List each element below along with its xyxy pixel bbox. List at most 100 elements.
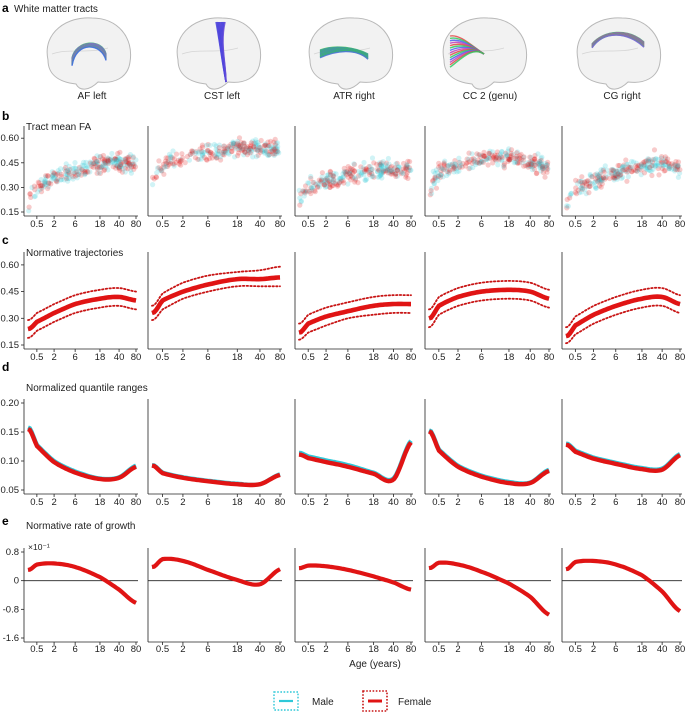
male-point (192, 150, 199, 156)
female-point (166, 162, 172, 168)
female-point (589, 174, 595, 180)
male-point (56, 170, 63, 176)
female-point (638, 167, 644, 173)
male-point (431, 180, 437, 186)
male-point (226, 151, 232, 157)
female-point (79, 167, 85, 173)
female-point (308, 185, 314, 191)
x-tick-label: 0.5 (30, 219, 43, 230)
male-point (660, 163, 666, 169)
male-point (535, 151, 541, 157)
female-point (579, 186, 586, 192)
male-point (610, 171, 616, 177)
male-point (616, 166, 623, 173)
male-point (537, 164, 543, 170)
female-point (564, 205, 570, 211)
female-point (394, 167, 400, 173)
male-point (54, 179, 61, 185)
male-point (330, 180, 336, 186)
female-median-line (565, 294, 681, 339)
male-point (273, 151, 279, 157)
male-point (457, 159, 463, 166)
male-point (545, 166, 551, 172)
female-point (45, 185, 51, 192)
male-point (274, 140, 281, 146)
female-point (545, 159, 551, 165)
male-point (121, 162, 127, 168)
female-point (192, 155, 198, 161)
male-point (675, 163, 681, 169)
male-point (230, 139, 236, 145)
male-point (594, 171, 600, 177)
male-point (613, 170, 619, 176)
female-point (355, 173, 362, 179)
female-point (503, 150, 509, 156)
lower-quantile-line (428, 297, 550, 329)
male-point (479, 153, 485, 159)
female-range-line (428, 429, 550, 487)
quantile-panel-1: 0.5 2 6 18 40 80 (147, 399, 285, 508)
female-point (576, 178, 582, 184)
male-point (109, 158, 116, 165)
male-point (263, 143, 269, 149)
female-point (494, 152, 500, 158)
female-point (655, 165, 661, 172)
male-point (94, 153, 100, 159)
female-point (178, 162, 184, 168)
x-tick-label: 80 (675, 219, 685, 230)
male-point (674, 164, 681, 170)
male-point (97, 154, 103, 160)
y-tick-label: 0.30 (1, 182, 20, 193)
male-point (364, 169, 371, 175)
male-point (324, 183, 330, 190)
x-tick-label: 40 (525, 497, 536, 508)
female-point (517, 153, 523, 159)
female-point (345, 174, 351, 180)
male-point (484, 156, 490, 163)
female-point (308, 175, 314, 181)
x-tick-label: 80 (275, 644, 286, 655)
male-point (623, 168, 629, 174)
male-point (377, 172, 383, 178)
female-growth-line (151, 556, 281, 587)
male-point (269, 148, 275, 154)
x-tick-label: 6 (479, 497, 484, 508)
male-point (530, 163, 536, 169)
female-point (441, 161, 447, 167)
female-point (241, 140, 247, 146)
female-point (617, 172, 623, 178)
male-point (478, 158, 484, 164)
male-point (495, 162, 501, 168)
female-point (532, 162, 538, 168)
female-point (662, 154, 669, 160)
female-point (394, 167, 400, 173)
female-point (378, 160, 385, 166)
male-point (540, 165, 546, 171)
female-point (529, 158, 535, 164)
female-point (635, 163, 641, 169)
female-point (334, 182, 340, 188)
male-point (43, 182, 49, 188)
male-point (255, 147, 261, 153)
male-point (477, 159, 483, 165)
male-growth-line (298, 563, 412, 592)
female-point (125, 155, 131, 161)
female-point (321, 182, 327, 188)
male-point (213, 154, 219, 160)
x-tick-label: 2 (180, 644, 185, 655)
male-point (73, 169, 79, 175)
male-point (200, 149, 206, 155)
fiber (449, 50, 485, 68)
male-point (122, 157, 128, 164)
male-point (113, 157, 120, 163)
female-point (496, 155, 502, 161)
female-point (469, 160, 475, 166)
male-point (67, 168, 73, 174)
female-point (661, 168, 667, 174)
female-point (340, 178, 346, 184)
female-point (660, 159, 666, 165)
x-tick-label: 0.5 (569, 352, 582, 363)
female-point (405, 158, 411, 164)
female-point (350, 175, 356, 181)
male-point (611, 177, 617, 183)
